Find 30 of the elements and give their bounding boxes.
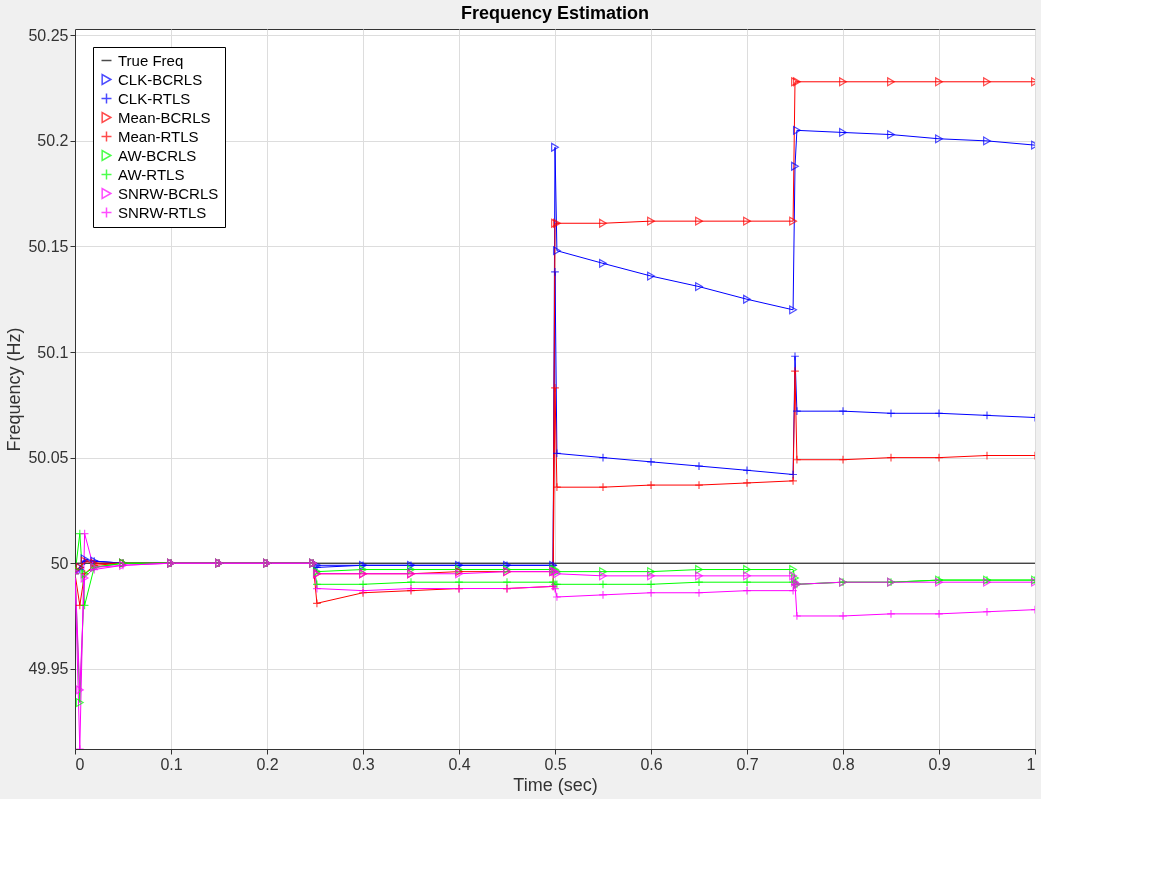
legend-label: AW-BCRLS	[118, 146, 197, 164]
legend-label: True Freq	[118, 51, 184, 69]
y-tick-label: 50.25	[28, 26, 69, 44]
y-tick-label: 50.2	[37, 132, 69, 150]
legend-label: SNRW-BCRLS	[118, 184, 219, 202]
legend-label: AW-RTLS	[118, 165, 185, 183]
legend-label: CLK-RTLS	[118, 89, 191, 107]
y-tick-label: 50	[50, 554, 69, 572]
x-tick-label: 0.7	[736, 755, 759, 773]
y-tick-label: 49.95	[28, 660, 69, 678]
x-axis-title: Time (sec)	[513, 774, 598, 795]
y-tick-label: 50.1	[37, 343, 69, 361]
y-tick-label: 50.05	[28, 449, 69, 467]
x-tick-label: 1	[1026, 755, 1036, 773]
y-tick-label: 50.15	[28, 237, 69, 255]
legend-label: Mean-BCRLS	[118, 108, 211, 126]
legend-label: CLK-BCRLS	[118, 70, 203, 88]
x-tick-label: 0.5	[544, 755, 567, 773]
x-tick-label: 0.8	[832, 755, 855, 773]
y-axis-title: Frequency (Hz)	[4, 327, 25, 452]
x-tick-label: 0.3	[352, 755, 375, 773]
x-tick-label: 0.4	[448, 755, 471, 773]
legend-label: SNRW-RTLS	[118, 203, 207, 221]
x-tick-label: 0	[75, 755, 85, 773]
chart-title: Frequency Estimation	[460, 3, 650, 24]
legend-label: Mean-RTLS	[118, 127, 199, 145]
x-tick-label: 0.1	[160, 755, 183, 773]
x-tick-label: 0.2	[256, 755, 279, 773]
x-tick-label: 0.6	[640, 755, 663, 773]
x-tick-label: 0.9	[928, 755, 951, 773]
